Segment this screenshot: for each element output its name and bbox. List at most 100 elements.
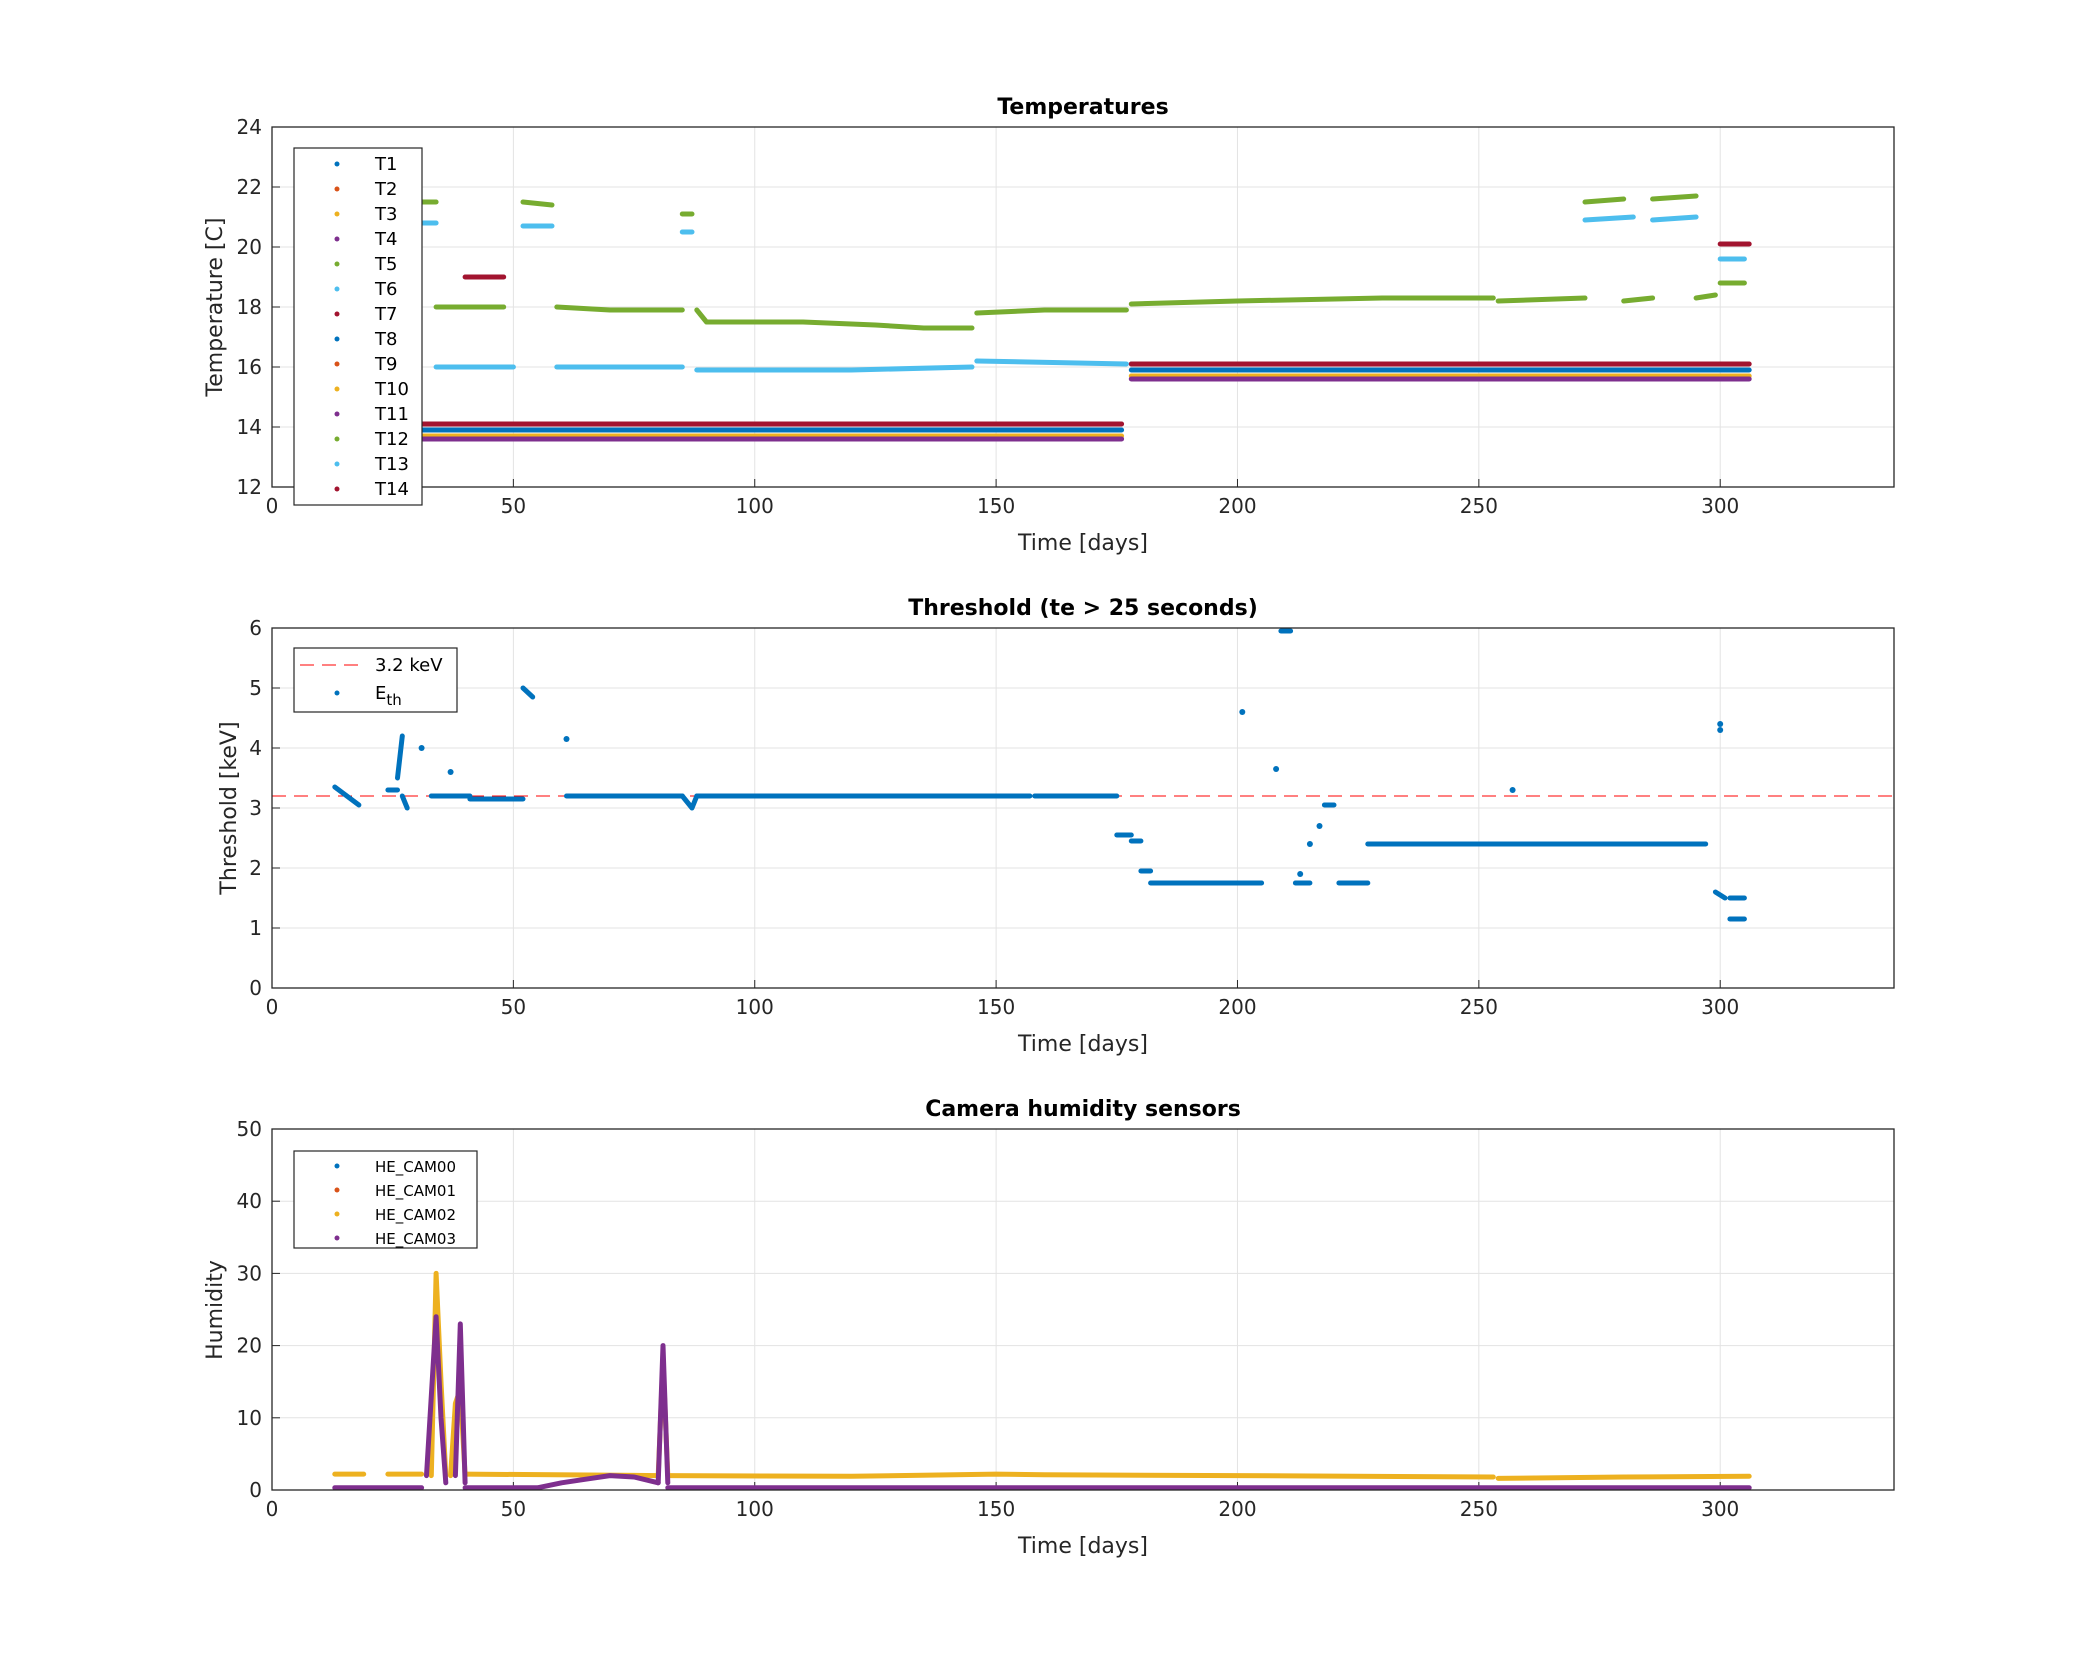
series-e-th-point — [1509, 787, 1516, 793]
chart-title: Threshold (te > 25 seconds) — [908, 596, 1258, 621]
y-tick-label: 10 — [237, 1406, 262, 1430]
series-he-cam03-segment — [462, 1473, 661, 1491]
x-tick-labels: 0 50 100 150 200 250 300 — [266, 995, 1740, 1019]
legend-marker-eth — [334, 690, 340, 696]
series-layer — [332, 1270, 1752, 1491]
series-e-th-segment — [1712, 889, 1728, 901]
legend-marker-t6 — [334, 286, 340, 292]
series-t6-segment — [694, 364, 975, 373]
x-axis-label: Time [days] — [1017, 1032, 1148, 1057]
series-e-th-point — [563, 736, 570, 742]
y-tick-labels: 0 10 20 30 40 50 — [237, 1117, 262, 1502]
threshold-panel: 0 50 100 150 200 250 300 0 1 2 3 4 5 6 Threshold (te… — [217, 596, 1895, 1057]
y-tick-labels: 12 14 16 18 20 22 24 — [237, 115, 262, 499]
y-tick-label: 4 — [249, 736, 262, 760]
legend-marker-t9 — [334, 361, 340, 367]
y-tick-label: 12 — [237, 475, 262, 499]
legend-label-t9: T9 — [374, 354, 397, 375]
axes-box — [271, 627, 1895, 989]
legend-box — [293, 147, 423, 506]
legend-box — [293, 1150, 478, 1249]
series-he-cam03-segment — [655, 1343, 671, 1486]
series-e-th-segment — [399, 793, 410, 811]
x-tick-label: 250 — [1460, 1497, 1498, 1521]
legend: T1 T2 T3 T4 T5 T6 T7 T8 T9 T10 — [293, 147, 423, 506]
y-axis-label: Threshold [keV] — [217, 721, 242, 895]
y-tick-label: 1 — [249, 916, 262, 940]
y-tick-label: 0 — [249, 976, 262, 1000]
legend-marker-t13 — [334, 461, 340, 467]
x-tick-label: 200 — [1218, 1497, 1256, 1521]
x-tick-label: 50 — [501, 1497, 526, 1521]
series-t5-segment — [1128, 295, 1496, 307]
legend-marker-he-cam01 — [334, 1187, 340, 1193]
y-tick-label: 0 — [249, 1478, 262, 1502]
y-tick-label: 14 — [237, 415, 262, 439]
legend-marker-t8 — [334, 336, 340, 342]
legend-label-t8: T8 — [374, 329, 397, 350]
series-t5-segment — [1693, 292, 1718, 301]
legend-marker-t3 — [334, 211, 340, 217]
series-e-th-point — [1239, 709, 1246, 715]
legend-marker-he-cam02 — [334, 1211, 340, 1217]
legend: HE_CAM00 HE_CAM01 HE_CAM02 HE_CAM03 — [293, 1150, 478, 1249]
legend-marker-t12 — [334, 436, 340, 442]
x-tick-label: 200 — [1218, 995, 1256, 1019]
x-axis-label: Time [days] — [1017, 1534, 1148, 1559]
legend-marker-t2 — [334, 186, 340, 192]
series-t6-segment — [974, 358, 1129, 367]
y-tick-label: 40 — [237, 1189, 262, 1213]
x-tick-label: 200 — [1218, 494, 1256, 518]
legend-label-t12: T12 — [374, 429, 409, 450]
legend-marker-t1 — [334, 161, 340, 167]
series-t5-segment — [974, 307, 1129, 316]
legend-marker-t5 — [334, 261, 340, 267]
y-tick-label: 20 — [237, 235, 262, 259]
series-t5-segment — [1495, 295, 1588, 304]
series-e-th-segment — [520, 685, 536, 700]
legend-marker-t11 — [334, 411, 340, 417]
legend-box — [293, 647, 458, 713]
axes-box — [271, 126, 1895, 488]
series-e-th-point — [1717, 721, 1724, 727]
legend-label-t13: T13 — [374, 454, 409, 475]
legend-label-t6: T6 — [374, 279, 397, 300]
legend-label-he-cam03: HE_CAM03 — [375, 1230, 456, 1249]
legend-marker-he-cam03 — [334, 1235, 340, 1241]
y-tick-label: 30 — [237, 1261, 262, 1285]
x-tick-label: 250 — [1460, 494, 1498, 518]
series-e-th-point — [1717, 727, 1724, 733]
series-e-th-point — [418, 745, 425, 751]
x-tick-label: 100 — [736, 995, 774, 1019]
legend-label-t5: T5 — [374, 254, 397, 275]
legend-label-t10: T10 — [374, 379, 409, 400]
legend-label-he-cam00: HE_CAM00 — [375, 1158, 456, 1177]
x-axis-label: Time [days] — [1017, 531, 1148, 556]
y-tick-label: 22 — [237, 175, 262, 199]
legend-marker-t14 — [334, 486, 340, 492]
legend-label-eth: Eth — [375, 683, 402, 709]
legend-label-t2: T2 — [374, 179, 397, 200]
y-tick-label: 5 — [249, 676, 262, 700]
series-e-th-point — [1316, 823, 1323, 829]
y-axis-label: Humidity — [203, 1260, 228, 1360]
x-tick-label: 0 — [266, 995, 279, 1019]
legend-entries: T1 T2 T3 T4 T5 T6 T7 T8 T9 T10 — [334, 154, 409, 500]
x-tick-label: 150 — [977, 1497, 1015, 1521]
x-tick-label: 0 — [266, 494, 279, 518]
x-tick-label: 0 — [266, 1497, 279, 1521]
series-he-cam02-segment — [665, 1471, 1496, 1480]
x-tick-labels: 0 50 100 150 200 250 300 — [266, 1497, 1740, 1521]
chart-title: Temperatures — [997, 95, 1168, 120]
y-tick-label: 16 — [237, 355, 262, 379]
series-t6-segment — [1582, 214, 1636, 223]
legend-marker-t10 — [334, 386, 340, 392]
series-e-th-segment — [679, 793, 700, 811]
x-tick-labels: 0 50 100 150 200 250 300 — [266, 494, 1740, 518]
x-tick-label: 100 — [736, 494, 774, 518]
legend-label-t4: T4 — [374, 229, 397, 250]
x-tick-label: 300 — [1701, 1497, 1739, 1521]
series-t5-segment — [694, 307, 975, 331]
series-e-th-point — [447, 769, 454, 775]
x-tick-label: 250 — [1460, 995, 1498, 1019]
